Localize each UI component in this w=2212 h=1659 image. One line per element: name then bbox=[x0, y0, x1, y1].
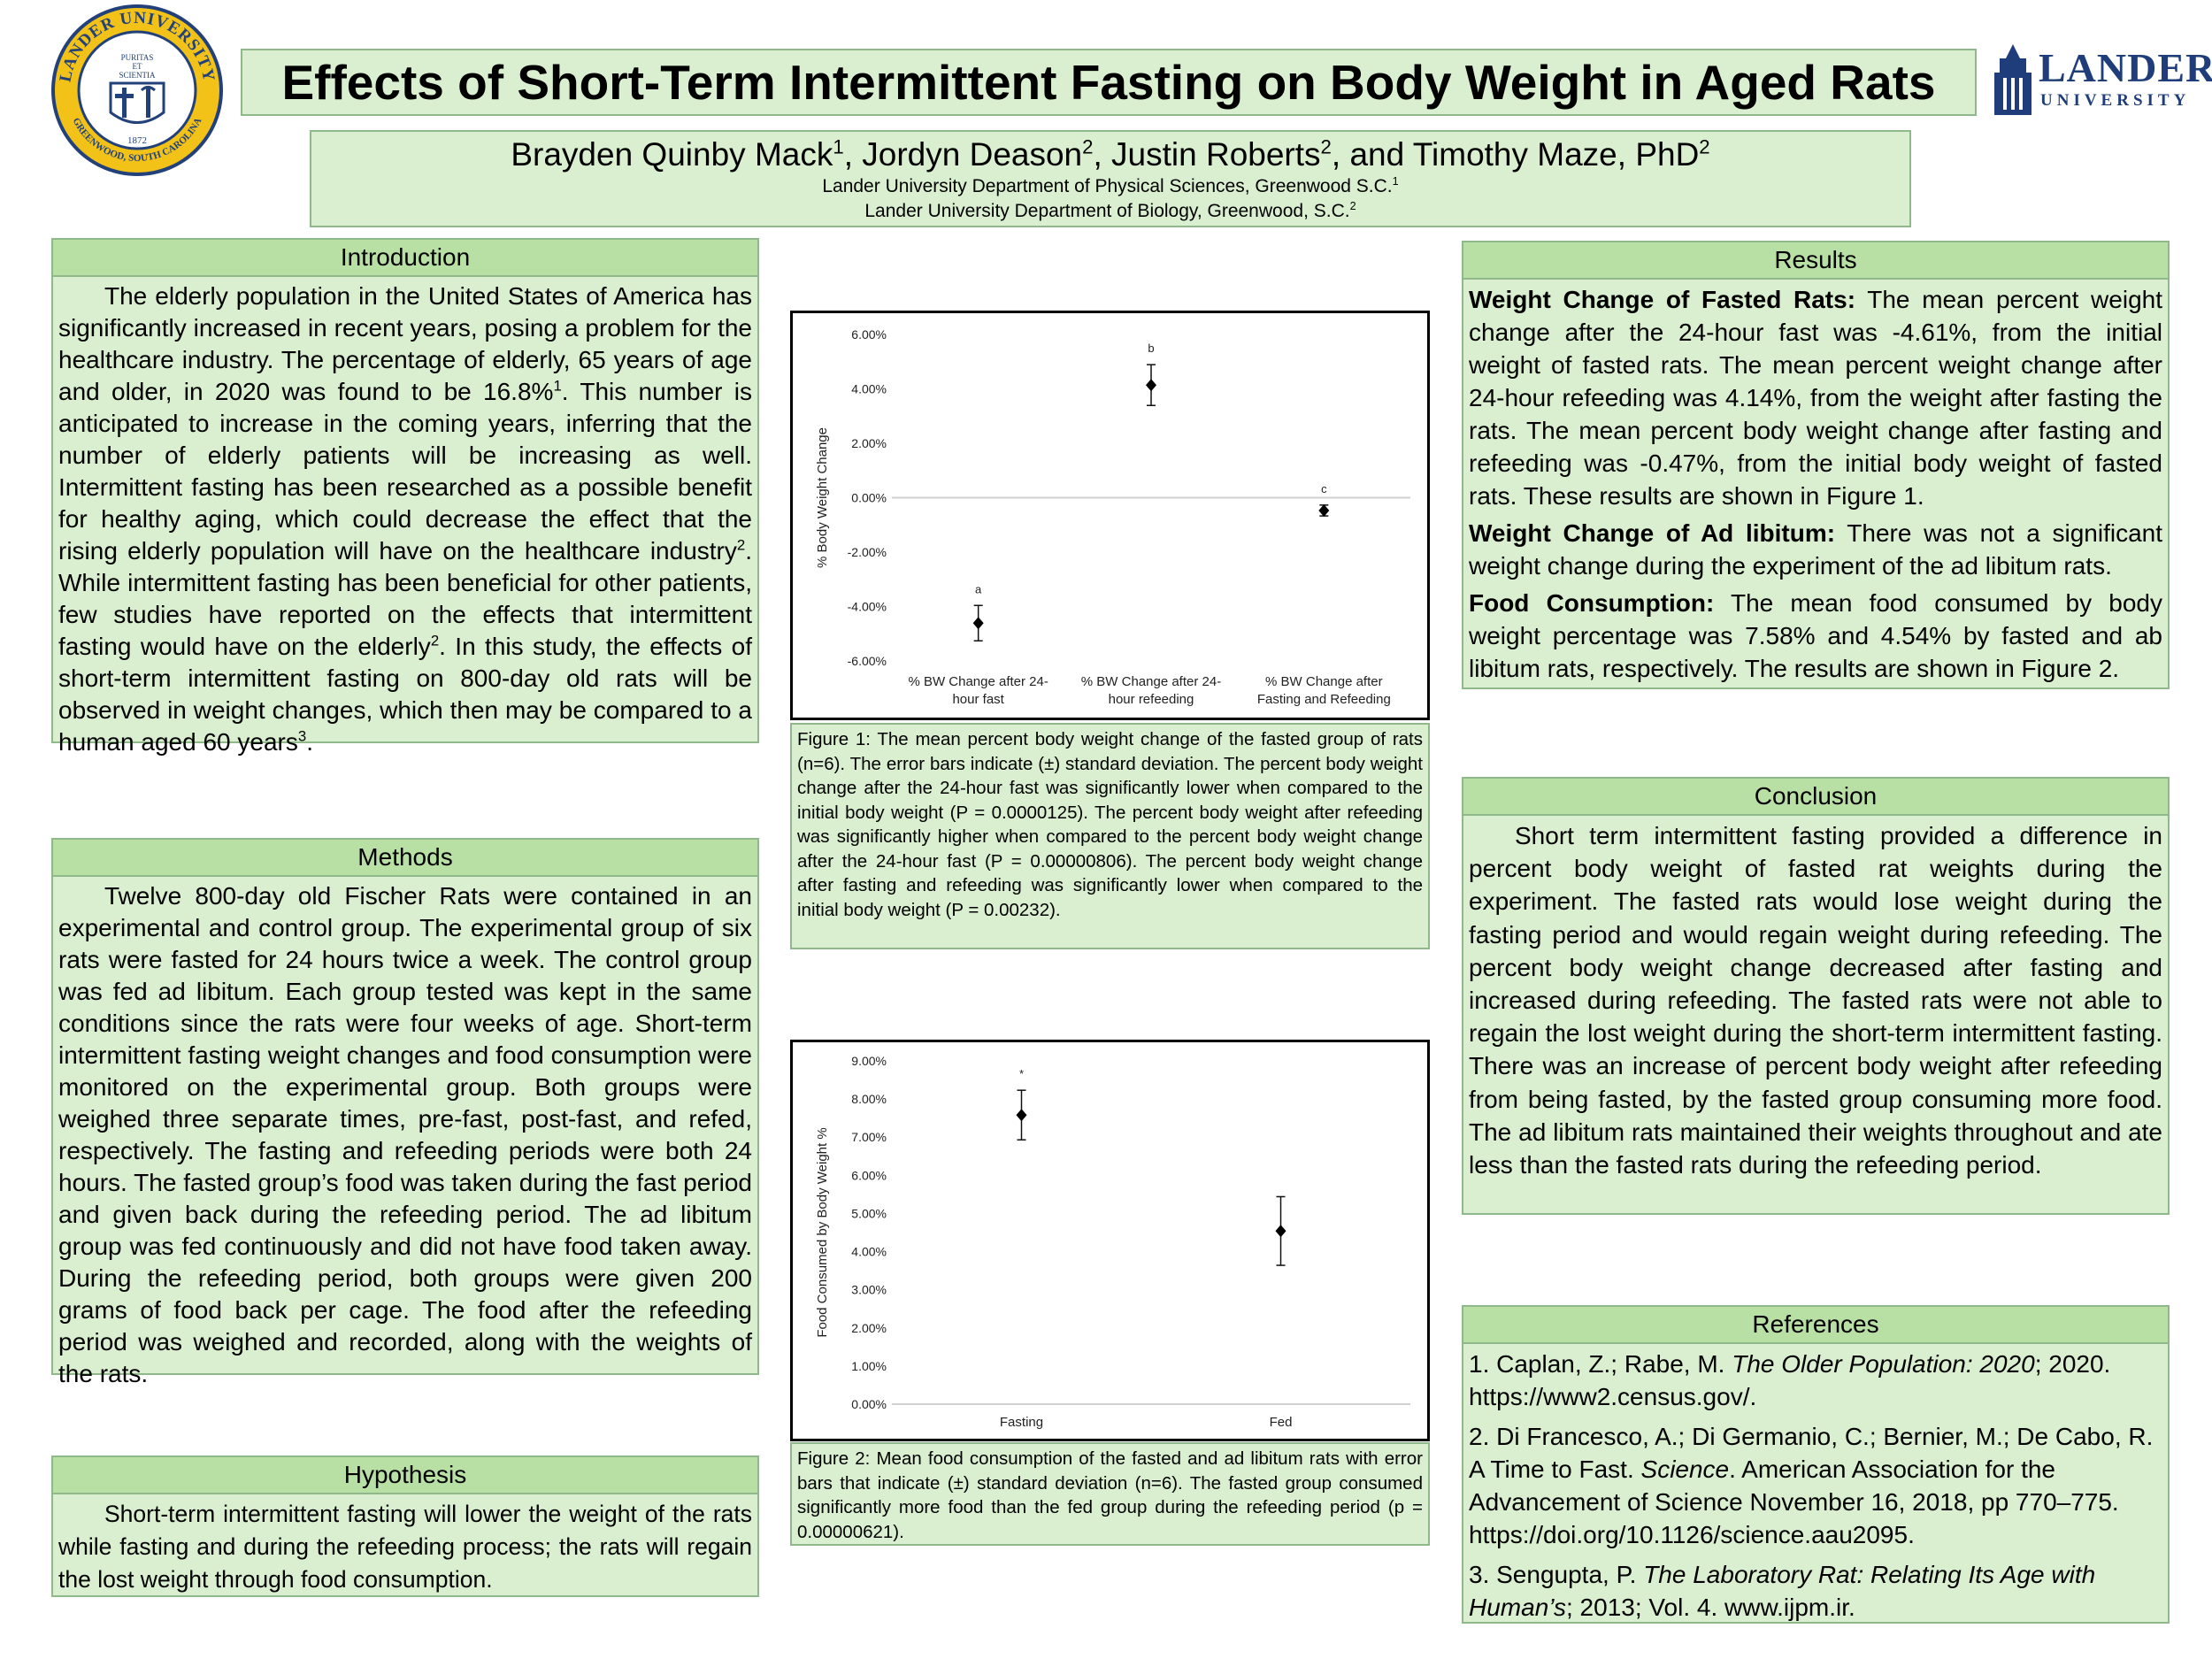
figure-1-caption: Figure 1: The mean percent body weight c… bbox=[790, 723, 1430, 949]
conclusion-section: Conclusion Short term intermittent fasti… bbox=[1462, 777, 2170, 1215]
y-tick-label: -4.00% bbox=[848, 600, 887, 614]
x-tick-label: % BW Change after bbox=[1265, 674, 1383, 689]
author-1: Brayden Quinby Mack bbox=[511, 136, 833, 173]
y-tick-label: -6.00% bbox=[848, 654, 887, 668]
methods-section: Methods Twelve 800-day old Fischer Rats … bbox=[51, 838, 759, 1387]
logo-text-university: UNIVERSITY bbox=[2040, 91, 2191, 110]
introduction-section: Introduction The elderly population in t… bbox=[51, 238, 759, 756]
data-point bbox=[1146, 379, 1156, 392]
authors-box: Brayden Quinby Mack1, Jordyn Deason2, Ju… bbox=[310, 130, 1911, 227]
y-tick-label: 0.00% bbox=[851, 1397, 887, 1411]
y-tick-label: 8.00% bbox=[851, 1092, 887, 1106]
y-tick-label: 5.00% bbox=[851, 1206, 887, 1220]
methods-body: Twelve 800-day old Fischer Rats were con… bbox=[58, 882, 752, 1387]
building-icon bbox=[1994, 44, 2032, 115]
data-point bbox=[972, 617, 984, 630]
results-food-label: Food Consumption: bbox=[1469, 589, 1715, 617]
data-point bbox=[1318, 503, 1330, 517]
author-2-affil: 2 bbox=[1082, 135, 1094, 158]
figure-2-chart: 9.00% 8.00% 7.00% 6.00% 5.00% 4.00% 3.00% 2.00%… bbox=[790, 1040, 1430, 1441]
reference-1: 1. Caplan, Z.; Rabe, M. The Older Popula… bbox=[1469, 1350, 2111, 1410]
y-tick-label: 2.00% bbox=[851, 436, 887, 450]
seal-shield-icon bbox=[109, 81, 165, 124]
y-tick-label: 6.00% bbox=[851, 327, 887, 342]
figure-1-chart: 6.00% 4.00% 2.00% 0.00% -2.00% -4.00% -6.00% % … bbox=[790, 311, 1430, 720]
author-2: , Jordyn Deason bbox=[843, 136, 1083, 173]
y-tick-label: 6.00% bbox=[851, 1168, 887, 1182]
results-adlib-label: Weight Change of Ad libitum: bbox=[1469, 519, 1836, 547]
seal-motto-1: PURITAS bbox=[121, 53, 154, 62]
author-3-affil: 2 bbox=[1320, 135, 1332, 158]
methods-heading: Methods bbox=[53, 840, 757, 877]
references-list: 1. Caplan, Z.; Rabe, M. The Older Popula… bbox=[1463, 1344, 2168, 1636]
references-section: References 1. Caplan, Z.; Rabe, M. The O… bbox=[1462, 1305, 2170, 1624]
y-tick-label: 4.00% bbox=[851, 1245, 887, 1259]
y-tick-label: 1.00% bbox=[851, 1359, 887, 1373]
logo-text-lander: LANDER bbox=[2039, 45, 2212, 90]
data-point bbox=[1016, 1109, 1027, 1122]
y-tick-label: -2.00% bbox=[848, 545, 887, 559]
data-point bbox=[1275, 1225, 1286, 1238]
y-tick-label: 3.00% bbox=[851, 1283, 887, 1297]
conclusion-body: Short term intermittent fasting provided… bbox=[1469, 822, 2162, 1179]
results-fasted-label: Weight Change of Fasted Rats: bbox=[1469, 286, 1856, 313]
hypothesis-section: Hypothesis Short-term intermittent fasti… bbox=[51, 1455, 759, 1597]
x-tick-label: hour refeeding bbox=[1109, 692, 1194, 707]
university-logo: LANDER UNIVERSITY bbox=[1991, 42, 2212, 119]
results-body: Weight Change of Fasted Rats: The mean p… bbox=[1469, 286, 2162, 682]
x-tick-label: % BW Change after 24- bbox=[1081, 674, 1221, 689]
y-tick-label: 2.00% bbox=[851, 1321, 887, 1335]
seal-motto-3: SCIENTIA bbox=[119, 71, 156, 80]
y-tick-label: 9.00% bbox=[851, 1054, 887, 1068]
y-axis-label: Food Consumed by Body Weight % bbox=[815, 1127, 830, 1337]
x-tick-label: Fed bbox=[1270, 1415, 1293, 1430]
seal-motto-2: ET bbox=[133, 62, 142, 71]
affiliation-1: Lander University Department of Physical… bbox=[822, 175, 1399, 196]
references-heading: References bbox=[1463, 1307, 2168, 1344]
significance-label: a bbox=[975, 582, 982, 595]
y-tick-label: 7.00% bbox=[851, 1130, 887, 1144]
figure-2-caption: Figure 2: Mean food consumption of the f… bbox=[790, 1442, 1430, 1546]
hypothesis-body: Short-term intermittent fasting will low… bbox=[58, 1501, 752, 1593]
university-seal: LANDER UNIVERSITY GREENWOOD, SOUTH CAROL… bbox=[51, 4, 223, 176]
results-section: Results Weight Change of Fasted Rats: Th… bbox=[1462, 241, 2170, 689]
author-1-affil: 1 bbox=[833, 135, 844, 158]
introduction-heading: Introduction bbox=[53, 240, 757, 277]
author-4: , and Timothy Maze, PhD bbox=[1331, 136, 1700, 173]
x-tick-label: Fasting and Refeeding bbox=[1257, 692, 1391, 707]
author-3: , Justin Roberts bbox=[1093, 136, 1321, 173]
reference-3: 3. Sengupta, P. The Laboratory Rat: Rela… bbox=[1469, 1561, 2096, 1621]
results-heading: Results bbox=[1463, 242, 2168, 280]
significance-label: b bbox=[1148, 342, 1154, 355]
author-4-affil: 2 bbox=[1699, 135, 1710, 158]
poster-title: Effects of Short-Term Intermittent Fasti… bbox=[281, 55, 1936, 110]
author-line: Brayden Quinby Mack1, Jordyn Deason2, Ju… bbox=[311, 135, 1909, 174]
y-axis-label: % Body Weight Change bbox=[815, 427, 830, 568]
conclusion-heading: Conclusion bbox=[1463, 779, 2168, 816]
reference-2: 2. Di Francesco, A.; Di Germanio, C.; Be… bbox=[1469, 1423, 2154, 1548]
title-banner: Effects of Short-Term Intermittent Fasti… bbox=[241, 49, 1977, 116]
x-tick-label: % BW Change after 24- bbox=[908, 674, 1048, 689]
significance-label: * bbox=[1019, 1067, 1024, 1080]
affiliation-2: Lander University Department of Biology,… bbox=[864, 200, 1356, 221]
significance-label: c bbox=[1321, 482, 1327, 495]
seal-year: 1872 bbox=[127, 135, 147, 146]
x-tick-label: Fasting bbox=[1000, 1415, 1043, 1430]
y-tick-label: 4.00% bbox=[851, 382, 887, 396]
hypothesis-heading: Hypothesis bbox=[53, 1457, 757, 1494]
introduction-body: The elderly population in the United Sta… bbox=[58, 282, 753, 756]
y-tick-label: 0.00% bbox=[851, 491, 887, 505]
x-tick-label: hour fast bbox=[952, 692, 1004, 707]
